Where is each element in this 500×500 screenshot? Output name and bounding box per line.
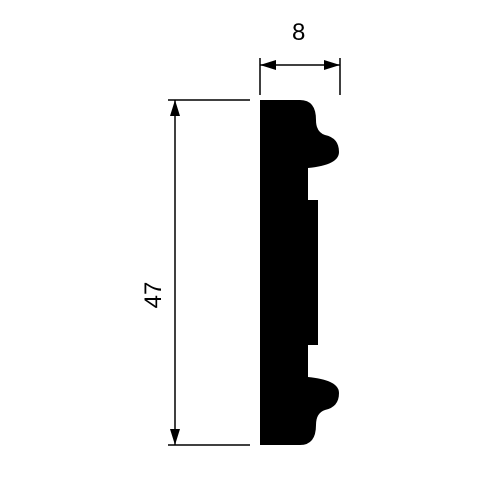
dimension-width: 8 bbox=[260, 19, 340, 95]
dimension-width-label: 8 bbox=[292, 19, 305, 46]
moulding-profile bbox=[260, 100, 339, 445]
dimension-height: 47 bbox=[140, 100, 250, 445]
technical-drawing: 8 47 bbox=[0, 0, 500, 500]
dimension-height-label: 47 bbox=[140, 282, 167, 309]
